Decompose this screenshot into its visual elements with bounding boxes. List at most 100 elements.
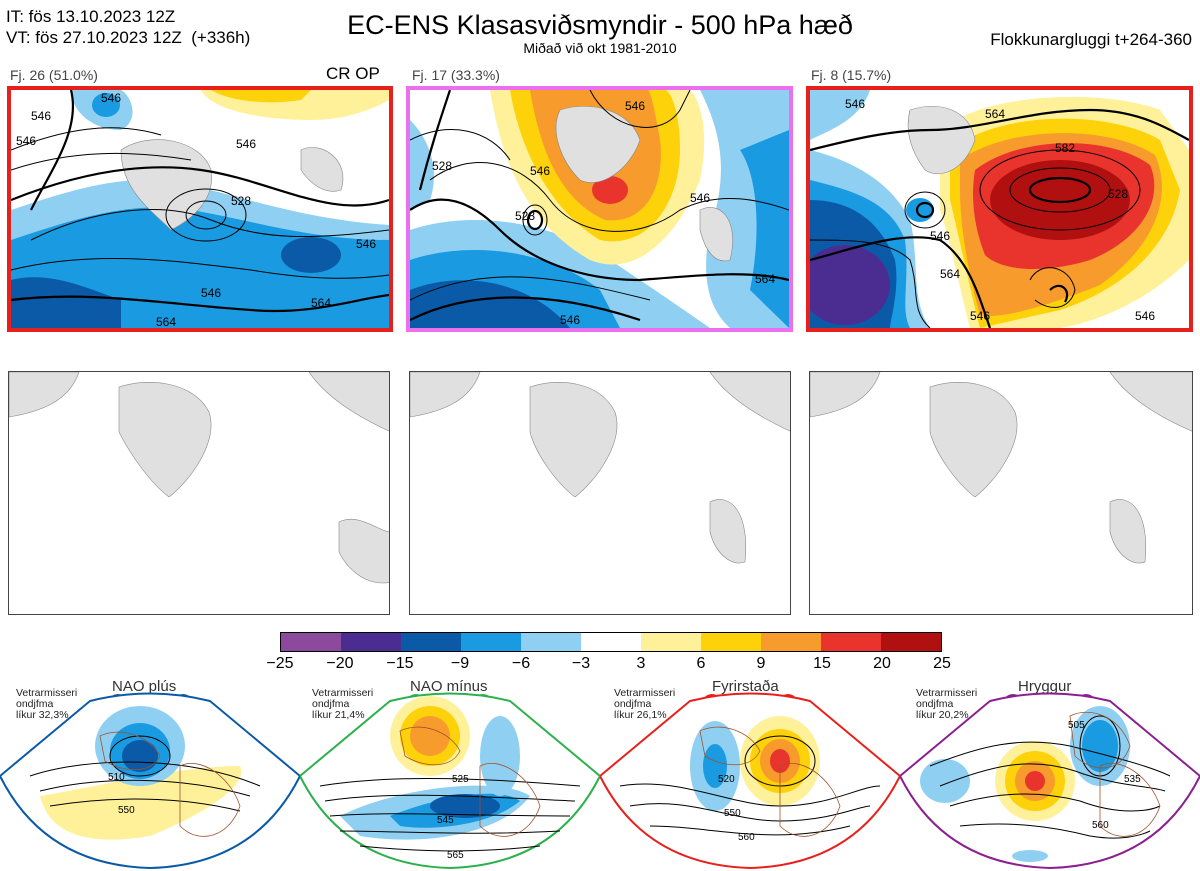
cluster-2-label: Fj. 17 (33.3%) xyxy=(412,67,500,83)
colorbar xyxy=(280,632,942,652)
regime-contour-label: 505 xyxy=(1068,720,1085,731)
contour-label: 546 xyxy=(530,164,550,178)
contour-label: 582 xyxy=(1055,141,1075,155)
regime-note-line: líkur 26,1% xyxy=(614,709,667,721)
contour-label: 546 xyxy=(201,286,221,300)
colorbar-label: −20 xyxy=(326,655,354,672)
colorbar-label: 15 xyxy=(813,655,831,672)
contour-label: 546 xyxy=(625,99,645,113)
regime-note-line: Vetrarmisseri xyxy=(16,687,78,699)
regime-nao-minus: Vetrarmisseri ondjfma líkur 21,4% NAO mí… xyxy=(300,676,600,871)
run-info: IT: fös 13.10.2023 12Z VT: fös 27.10.202… xyxy=(6,6,250,48)
contour-label: 546 xyxy=(1135,309,1155,323)
regime-note-line: Vetrarmisseri xyxy=(312,687,374,699)
contour-label: 528 xyxy=(1108,187,1128,201)
regime-note: Vetrarmisseri ondjfma líkur 21,4% xyxy=(312,688,373,721)
contour-label: 564 xyxy=(311,296,331,310)
basemap-2 xyxy=(409,371,791,615)
regime-title: NAO mínus xyxy=(410,678,488,695)
regime-note-line: Vetrarmisseri xyxy=(614,687,676,699)
colorbar-label: −25 xyxy=(266,655,294,672)
contour-label: 528 xyxy=(432,159,452,173)
contour-label: 546 xyxy=(101,91,121,105)
cluster-window: Flokkunargluggi t+264-360 xyxy=(990,30,1192,49)
regime-title: Fyrirstaða xyxy=(712,678,779,695)
contour-label: 546 xyxy=(930,229,950,243)
regime-contour-label: 550 xyxy=(724,808,741,819)
contour-label: 546 xyxy=(690,191,710,205)
contour-label: 528 xyxy=(515,209,535,223)
colorbar-label: 25 xyxy=(933,655,951,672)
cluster-3-label: Fj. 8 (15.7%) xyxy=(811,67,892,83)
cluster-2-map: 528 546 528 546 564 546 546 xyxy=(406,86,793,332)
regime-note: Vetrarmisseri ondjfma líkur 20,2% xyxy=(916,688,977,721)
regime-note-line: Vetrarmisseri xyxy=(916,687,978,699)
colorbar-bin xyxy=(701,633,761,651)
regime-contour-label: 510 xyxy=(108,772,125,783)
contour-label: 528 xyxy=(231,194,251,208)
colorbar-label: 6 xyxy=(696,655,706,672)
regime-note-line: ondjfma xyxy=(16,698,54,710)
cluster-1-tag: CR OP xyxy=(326,64,380,83)
colorbar-label: −3 xyxy=(571,655,591,672)
contour-label: 546 xyxy=(31,109,51,123)
contour-label: 564 xyxy=(940,267,960,281)
regime-note: Vetrarmisseri ondjfma líkur 26,1% xyxy=(614,688,675,721)
cluster-3-map: 546 564 582 528 546 564 546 546 xyxy=(806,86,1193,332)
regime-contour-label: 560 xyxy=(1092,820,1109,831)
regime-note-line: ondjfma xyxy=(916,698,954,710)
colorbar-label: −6 xyxy=(511,655,531,672)
contour-label: 564 xyxy=(985,107,1005,121)
colorbar-label: 3 xyxy=(636,655,646,672)
colorbar-bin xyxy=(401,633,461,651)
contour-label: 546 xyxy=(560,313,580,327)
colorbar-label: 9 xyxy=(756,655,766,672)
initial-time: IT: fös 13.10.2023 12Z xyxy=(6,7,176,26)
colorbar-bin xyxy=(521,633,581,651)
regime-note: Vetrarmisseri ondjfma líkur 32,3% xyxy=(16,688,77,721)
colorbar-bin xyxy=(761,633,821,651)
colorbar-labels: −25 −20 −15 −9 −6 −3 3 6 9 15 20 25 xyxy=(266,655,950,675)
regime-note-line: líkur 32,3% xyxy=(16,709,69,721)
colorbar-bin xyxy=(341,633,401,651)
colorbar-bin xyxy=(821,633,881,651)
basemap-3 xyxy=(809,371,1193,615)
cluster-1-map: 546 546 528 546 546 564 564 546 546 xyxy=(7,86,393,332)
contour-label: 546 xyxy=(845,97,865,111)
regime-title: Hryggur xyxy=(1018,678,1072,695)
colorbar-bin xyxy=(581,633,641,651)
regime-note-line: ondjfma xyxy=(614,698,652,710)
regime-nao-plus: Vetrarmisseri ondjfma líkur 32,3% NAO pl… xyxy=(0,676,300,871)
regime-contour-label: 550 xyxy=(118,805,135,816)
regime-note-line: líkur 20,2% xyxy=(916,709,969,721)
regime-note-line: líkur 21,4% xyxy=(312,709,365,721)
regime-blocking: Vetrarmisseri ondjfma líkur 26,1% Fyrirs… xyxy=(600,676,900,871)
valid-time: VT: fös 27.10.2023 12Z (+336h) xyxy=(6,28,251,47)
colorbar-label: −15 xyxy=(386,655,414,672)
page-subtitle: Miðað við okt 1981-2010 xyxy=(523,40,677,56)
regime-title: NAO plús xyxy=(112,678,177,695)
contour-label: 564 xyxy=(755,272,775,286)
regime-ridge: Vetrarmisseri ondjfma líkur 20,2% Hryggu… xyxy=(900,676,1200,871)
colorbar-bin xyxy=(281,633,341,651)
regime-contour-label: 535 xyxy=(1124,774,1141,785)
colorbar-bin xyxy=(881,633,941,651)
colorbar-label: −9 xyxy=(450,655,470,672)
contour-label: 564 xyxy=(156,315,176,328)
cluster-1-label: Fj. 26 (51.0%) xyxy=(10,67,98,83)
page-title: EC-ENS Klasasviðsmyndir - 500 hPa hæð xyxy=(347,10,853,40)
regime-contour-label: 525 xyxy=(452,774,469,785)
contour-label: 546 xyxy=(236,137,256,151)
contour-label: 546 xyxy=(16,134,36,148)
regime-note-line: ondjfma xyxy=(312,698,350,710)
contour-label: 546 xyxy=(356,237,376,251)
regime-contour-label: 520 xyxy=(718,774,735,785)
colorbar-bin xyxy=(461,633,521,651)
basemap-1 xyxy=(8,371,390,615)
colorbar-bin xyxy=(641,633,701,651)
regime-contour-label: 545 xyxy=(437,815,454,826)
colorbar-label: 20 xyxy=(873,655,891,672)
regime-contour-label: 565 xyxy=(447,850,464,861)
regime-contour-label: 560 xyxy=(738,832,755,843)
contour-label: 546 xyxy=(970,309,990,323)
